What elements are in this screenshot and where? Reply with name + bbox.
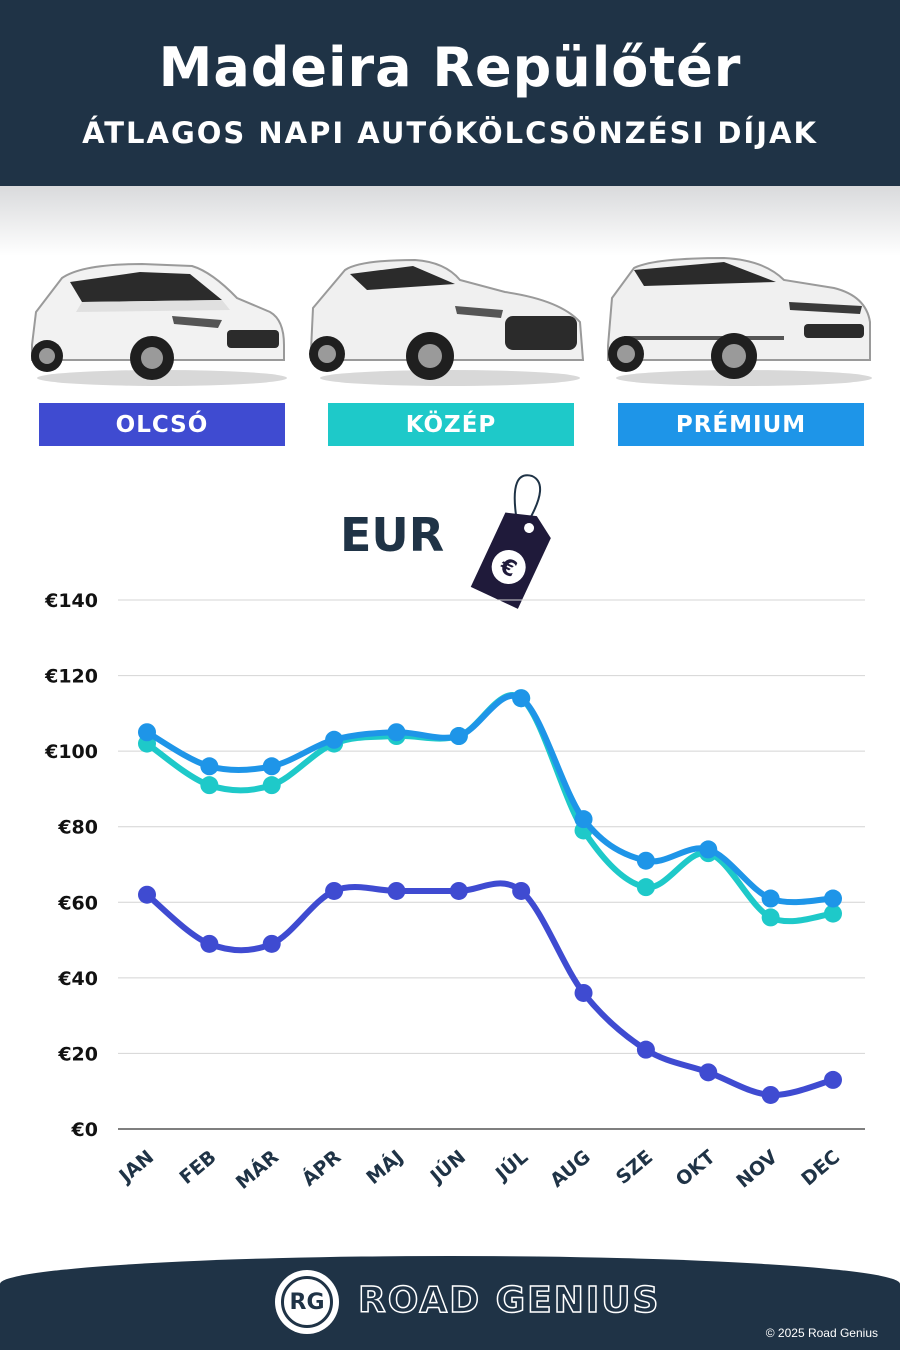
data-point (200, 934, 219, 953)
data-point (512, 689, 531, 708)
data-point (512, 881, 531, 900)
x-axis-ticks: JAN FEB MÁR ÁPR MÁJ JÚN JÚL AUG SZE OKT NOV DEC (114, 1144, 845, 1193)
data-point (387, 881, 406, 900)
y-tick-label: €80 (57, 817, 98, 839)
page-title: Madeira Repülőtér (158, 36, 742, 99)
footer-bar (0, 1256, 900, 1350)
data-point (824, 1070, 842, 1089)
x-tick-label: OKT (672, 1146, 720, 1191)
data-point (200, 757, 219, 776)
logo-text: RG (281, 1276, 333, 1328)
x-tick-label: JAN (114, 1146, 159, 1188)
y-tick-label: €100 (44, 741, 98, 763)
data-point (262, 757, 281, 776)
data-point (824, 889, 842, 908)
y-tick-label: €60 (57, 892, 98, 914)
data-point (387, 723, 406, 742)
brand-name: ROAD GENIUS (357, 1279, 661, 1322)
y-tick-label: €140 (44, 590, 98, 612)
data-point (636, 878, 655, 897)
x-tick-label: AUG (546, 1146, 595, 1192)
data-point (449, 881, 468, 900)
data-point (761, 908, 780, 927)
data-point (761, 1085, 780, 1104)
x-tick-label: MÁJ (362, 1145, 408, 1189)
chart-series (138, 689, 842, 1104)
header-shadow (0, 186, 900, 256)
data-point (138, 885, 156, 904)
x-tick-label: FEB (175, 1146, 220, 1189)
y-axis-ticks: €0 €20 €40 €60 €80 €100 €120 €140 (44, 590, 98, 1141)
header-banner: Madeira Repülőtér ÁTLAGOS NAPI AUTÓKÖLCS… (0, 0, 900, 186)
category-badge-premium: PRÉMIUM (618, 403, 864, 446)
y-tick-label: €20 (57, 1043, 98, 1065)
chart-grid (118, 599, 865, 1130)
x-tick-label: MÁR (231, 1145, 283, 1194)
premium-suv-car-icon (607, 256, 872, 386)
line-chart: €0 €20 €40 €60 €80 €100 €120 €140 JAN FEB MÁR ÁPR M… (44, 590, 865, 1194)
category-badge-olcso: OLCSÓ (39, 403, 285, 446)
data-point (449, 727, 468, 746)
data-point (200, 776, 219, 795)
series-line-olcsó (144, 880, 836, 1098)
data-point (262, 776, 281, 795)
hatchback-car-icon (31, 262, 287, 386)
data-point (636, 1040, 655, 1059)
data-point (699, 1063, 718, 1082)
data-point (699, 840, 718, 859)
data-point (824, 904, 842, 923)
data-point (138, 723, 156, 742)
y-tick-label: €40 (57, 968, 98, 990)
price-tag-icon: € (470, 474, 551, 609)
y-tick-label: €120 (44, 666, 98, 688)
x-tick-label: DEC (797, 1146, 844, 1190)
data-point (325, 730, 344, 749)
currency-label: EUR (340, 508, 445, 562)
road-genius-logo: RG (275, 1270, 339, 1334)
x-tick-label: JÚN (424, 1144, 470, 1188)
x-tick-label: ÁPR (297, 1145, 345, 1191)
data-point (574, 810, 593, 829)
data-point (574, 983, 593, 1002)
category-badge-kozep: KÖZÉP (328, 403, 574, 446)
copyright-text: © 2025 Road Genius (765, 1326, 878, 1340)
x-tick-label: JÚL (489, 1144, 532, 1186)
compact-suv-car-icon (309, 258, 585, 386)
data-point (761, 889, 780, 908)
x-tick-label: NOV (732, 1146, 782, 1193)
data-point (636, 851, 655, 870)
data-point (325, 881, 344, 900)
data-point (262, 934, 281, 953)
x-tick-label: SZE (612, 1146, 657, 1189)
page-subtitle: ÁTLAGOS NAPI AUTÓKÖLCSÖNZÉSI DÍJAK (82, 116, 818, 150)
y-tick-label: €0 (71, 1119, 98, 1141)
